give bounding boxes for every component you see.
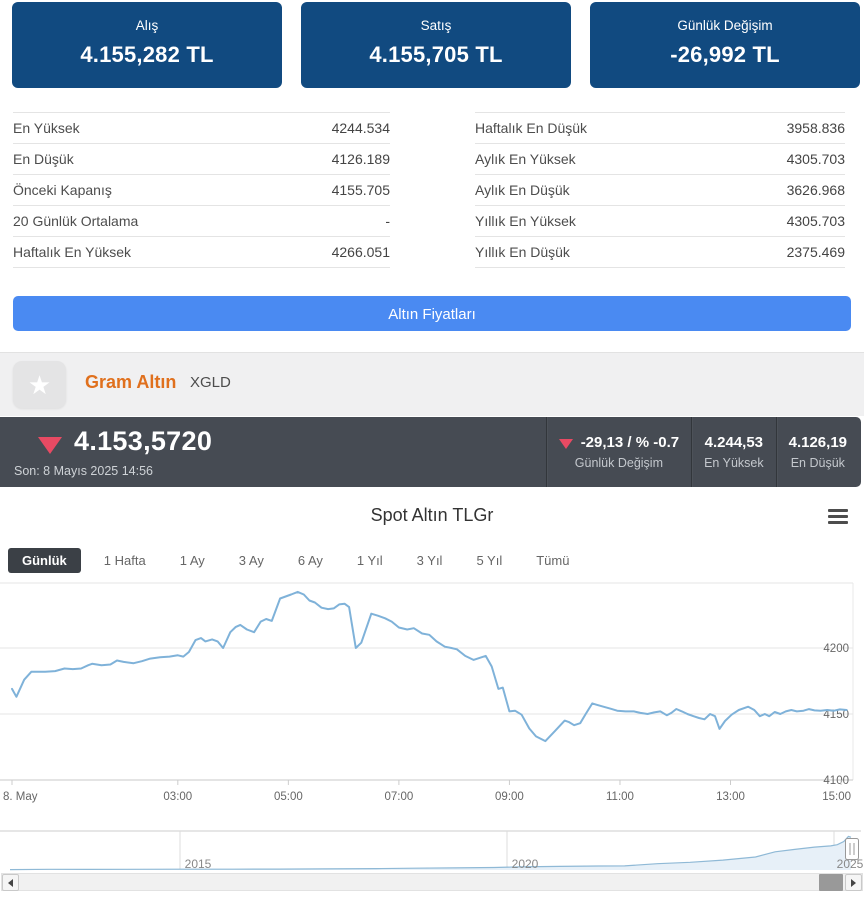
chart-menu-icon[interactable] — [828, 509, 848, 525]
scrollbar-track[interactable] — [1, 873, 863, 891]
stat-row-left-1: En Düşük 4126.189 — [13, 144, 390, 175]
range-tab-tümü[interactable]: Tümü — [519, 548, 586, 573]
quote-summary-cells: -29,13 / % -0.7 Günlük Değişim 4.244,53 … — [545, 417, 859, 487]
stat-label: Önceki Kapanış — [13, 182, 112, 198]
stat-label: Aylık En Yüksek — [475, 151, 576, 167]
buy-price-label: Alış — [135, 18, 159, 33]
day-high-label: En Yüksek — [704, 456, 764, 470]
stat-row-right-4: Yıllık En Düşük 2375.469 — [475, 237, 845, 268]
svg-text:4150: 4150 — [823, 709, 849, 721]
sell-price-label: Satış — [420, 18, 452, 33]
stat-row-left-0: En Yüksek 4244.534 — [13, 113, 390, 144]
daily-change-label: Günlük Değişim — [677, 18, 773, 33]
daily-change-value: -26,992 TL — [670, 42, 780, 67]
svg-text:4200: 4200 — [823, 643, 849, 655]
stats-column-right: Haftalık En Düşük 3958.836 Aylık En Yüksek… — [475, 112, 845, 268]
instrument-code: XGLD — [190, 374, 231, 391]
daily-change-card: Günlük Değişim -26,992 TL — [590, 2, 860, 88]
svg-text:13:00: 13:00 — [716, 791, 745, 803]
range-tab-3-yıl[interactable]: 3 Yıl — [400, 548, 460, 573]
sell-price-card: Satış 4.155,705 TL — [301, 2, 571, 88]
buy-price-card: Alış 4.155,282 TL — [12, 2, 282, 88]
instrument-strip: ★ Gram Altın XGLD — [0, 352, 864, 416]
stat-value: 4266.051 — [331, 244, 390, 260]
last-update-time: Son: 8 Mayıs 2025 14:56 — [14, 464, 153, 478]
svg-text:07:00: 07:00 — [384, 791, 413, 803]
svg-text:11:00: 11:00 — [606, 791, 634, 803]
favorite-star-button[interactable]: ★ — [13, 361, 66, 408]
stat-value: 3626.968 — [786, 182, 845, 198]
stats-column-left: En Yüksek 4244.534 En Düşük 4126.189 Önceki … — [13, 112, 390, 268]
svg-text:8. May: 8. May — [3, 791, 38, 803]
chart-scrollbar — [0, 873, 864, 892]
day-low-value: 4.126,19 — [788, 434, 847, 451]
svg-text:03:00: 03:00 — [163, 791, 192, 803]
day-low-cell: 4.126,19 En Düşük — [775, 417, 859, 487]
svg-text:2020: 2020 — [512, 857, 539, 871]
range-tabs: Günlük 1 Hafta 1 Ay 3 Ay 6 Ay 1 Yıl 3 Yıl 5 Yıl… — [8, 547, 586, 573]
range-tab-1-hafta[interactable]: 1 Hafta — [87, 548, 163, 573]
stat-value: 2375.469 — [786, 244, 845, 260]
stat-value: 4244.534 — [331, 120, 390, 136]
stat-row-left-2: Önceki Kapanış 4155.705 — [13, 175, 390, 206]
stat-label: En Yüksek — [13, 120, 80, 136]
stat-row-right-1: Aylık En Yüksek 4305.703 — [475, 144, 845, 175]
stat-row-left-3: 20 Günlük Ortalama - — [13, 206, 390, 237]
stat-value: - — [385, 213, 390, 229]
stat-row-right-0: Haftalık En Düşük 3958.836 — [475, 113, 845, 144]
price-down-arrow-icon — [38, 437, 62, 454]
quote-bar: 4.153,5720 Son: 8 Mayıs 2025 14:56 -29,1… — [0, 417, 861, 487]
stat-row-right-2: Aylık En Düşük 3626.968 — [475, 175, 845, 206]
stat-label: Haftalık En Yüksek — [13, 244, 132, 260]
svg-text:2015: 2015 — [185, 857, 212, 871]
scrollbar-left-arrow-icon[interactable] — [2, 874, 19, 891]
day-high-value: 4.244,53 — [704, 434, 764, 451]
stat-label: Aylık En Düşük — [475, 182, 570, 198]
change-down-arrow-icon — [558, 438, 573, 449]
range-tab-5-yıl[interactable]: 5 Yıl — [459, 548, 519, 573]
stat-value: 4305.703 — [786, 151, 845, 167]
last-price: 4.153,5720 — [74, 426, 213, 456]
svg-text:15:00: 15:00 — [822, 791, 851, 803]
price-cards-row: Alış 4.155,282 TL Satış 4.155,705 TL Gün… — [12, 2, 860, 88]
range-tab-günlük[interactable]: Günlük — [8, 547, 81, 573]
range-tab-6-ay[interactable]: 6 Ay — [281, 548, 340, 573]
day-low-label: En Düşük — [790, 456, 845, 470]
range-tab-1-yıl[interactable]: 1 Yıl — [340, 548, 400, 573]
sell-price-value: 4.155,705 TL — [369, 42, 503, 67]
stat-row-right-3: Yıllık En Yüksek 4305.703 — [475, 206, 845, 237]
svg-text:05:00: 05:00 — [274, 791, 303, 803]
stat-value: 4126.189 — [331, 151, 390, 167]
stat-label: Yıllık En Yüksek — [475, 213, 576, 229]
buy-price-value: 4.155,282 TL — [80, 42, 214, 67]
price-line-chart: 4200 4150 4100 8. May 03:00 05:00 07:00 09:00 11… — [0, 582, 854, 803]
stat-value: 4305.703 — [786, 213, 845, 229]
stat-label: En Düşük — [13, 151, 74, 167]
svg-text:4100: 4100 — [823, 775, 849, 787]
gold-prices-button[interactable]: Altın Fiyatları — [13, 296, 851, 331]
stat-value: 4155.705 — [331, 182, 390, 198]
day-high-cell: 4.244,53 En Yüksek — [691, 417, 776, 487]
stat-label: Yıllık En Düşük — [475, 244, 570, 260]
stat-row-left-4: Haftalık En Yüksek 4266.051 — [13, 237, 390, 268]
stat-label: 20 Günlük Ortalama — [13, 213, 139, 229]
change-value: -29,13 / % -0.7 — [580, 434, 680, 451]
stat-label: Haftalık En Düşük — [475, 120, 588, 136]
change-cell-label: Günlük Değişim — [574, 456, 663, 470]
chart-title: Spot Altın TLGr — [370, 505, 494, 525]
range-tab-1-ay[interactable]: 1 Ay — [163, 548, 222, 573]
instrument-name: Gram Altın — [85, 372, 177, 392]
svg-text:09:00: 09:00 — [495, 791, 524, 803]
star-icon: ★ — [27, 370, 52, 400]
navigator-handle[interactable] — [845, 838, 859, 860]
navigator-mini-chart[interactable]: 2015 2020 2025 — [0, 828, 864, 873]
range-tab-3-ay[interactable]: 3 Ay — [222, 548, 281, 573]
svg-text:2025: 2025 — [837, 857, 864, 871]
stat-value: 3958.836 — [786, 120, 845, 136]
scrollbar-right-arrow-icon[interactable] — [845, 874, 862, 891]
daily-change-cell: -29,13 / % -0.7 Günlük Değişim — [545, 417, 691, 487]
scrollbar-thumb[interactable] — [819, 874, 843, 891]
